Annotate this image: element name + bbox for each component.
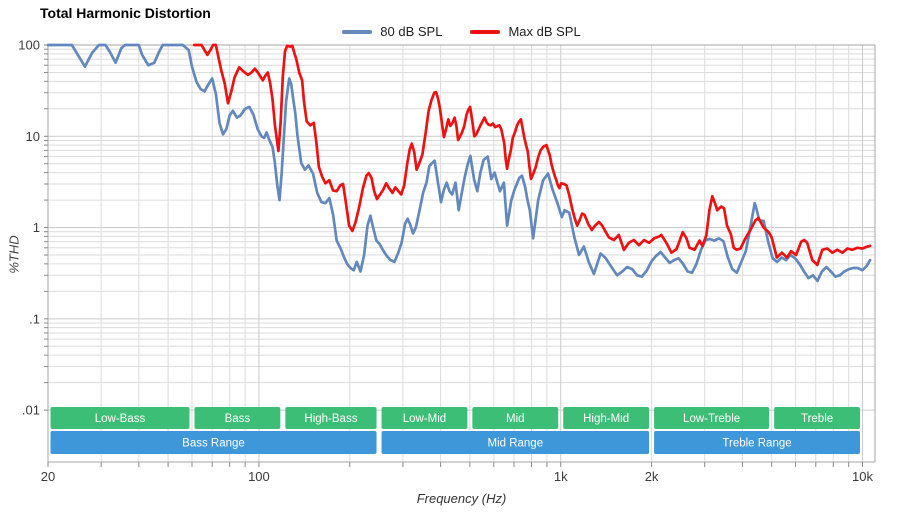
- band-sub: [381, 407, 468, 429]
- legend-label: Max dB SPL: [508, 24, 581, 39]
- band-sub-label: High-Bass: [304, 413, 357, 425]
- band-main: [50, 431, 377, 454]
- band-main-label: Bass Range: [182, 438, 245, 450]
- band-sub-label: Treble: [801, 413, 833, 425]
- band-sub: [563, 407, 650, 429]
- band-sub-label: Mid: [506, 413, 525, 425]
- y-tick-label: 100: [18, 38, 40, 53]
- band-sub: [285, 407, 377, 429]
- band-main: [654, 431, 861, 454]
- chart-title: Total Harmonic Distortion: [40, 5, 211, 21]
- band-sub-label: Bass: [225, 413, 251, 425]
- x-tick-label: 1k: [554, 469, 568, 484]
- band-sub: [654, 407, 770, 429]
- band-sub: [774, 407, 861, 429]
- series-line-1: [46, 43, 872, 283]
- band-sub-label: Low-Bass: [95, 413, 146, 425]
- band-sub-label: Low-Mid: [403, 413, 446, 425]
- x-axis-title: Frequency (Hz): [416, 491, 507, 506]
- plot-border: [47, 44, 876, 463]
- y-tick-label: 1: [33, 220, 40, 235]
- y-tick-label: .1: [29, 311, 40, 326]
- band-sub: [194, 407, 281, 429]
- band-main-label: Treble Range: [722, 438, 791, 450]
- legend-swatch: [470, 29, 501, 34]
- x-tick-label: 2k: [645, 469, 659, 484]
- y-tick-label: 10: [26, 129, 40, 144]
- x-tick-label: 20: [41, 469, 55, 484]
- band-sub-label: Low-Treble: [683, 413, 740, 425]
- legend-item-2[interactable]: Max dB SPL: [470, 24, 581, 39]
- legend-label: 80 dB SPL: [380, 24, 443, 39]
- x-tick-label: 10k: [852, 469, 873, 484]
- y-tick-label: .01: [22, 403, 40, 418]
- legend-item-1[interactable]: 80 dB SPL: [342, 24, 442, 39]
- band-main-label: Mid Range: [487, 438, 543, 450]
- band-main: [381, 431, 650, 454]
- band-sub: [472, 407, 559, 429]
- legend: 80 dB SPL Max dB SPL: [48, 24, 875, 39]
- band-sub-label: High-Mid: [583, 413, 629, 425]
- band-sub: [50, 407, 190, 429]
- legend-swatch: [342, 29, 373, 34]
- x-tick-label: 100: [248, 469, 270, 484]
- series-line-2: [192, 43, 872, 267]
